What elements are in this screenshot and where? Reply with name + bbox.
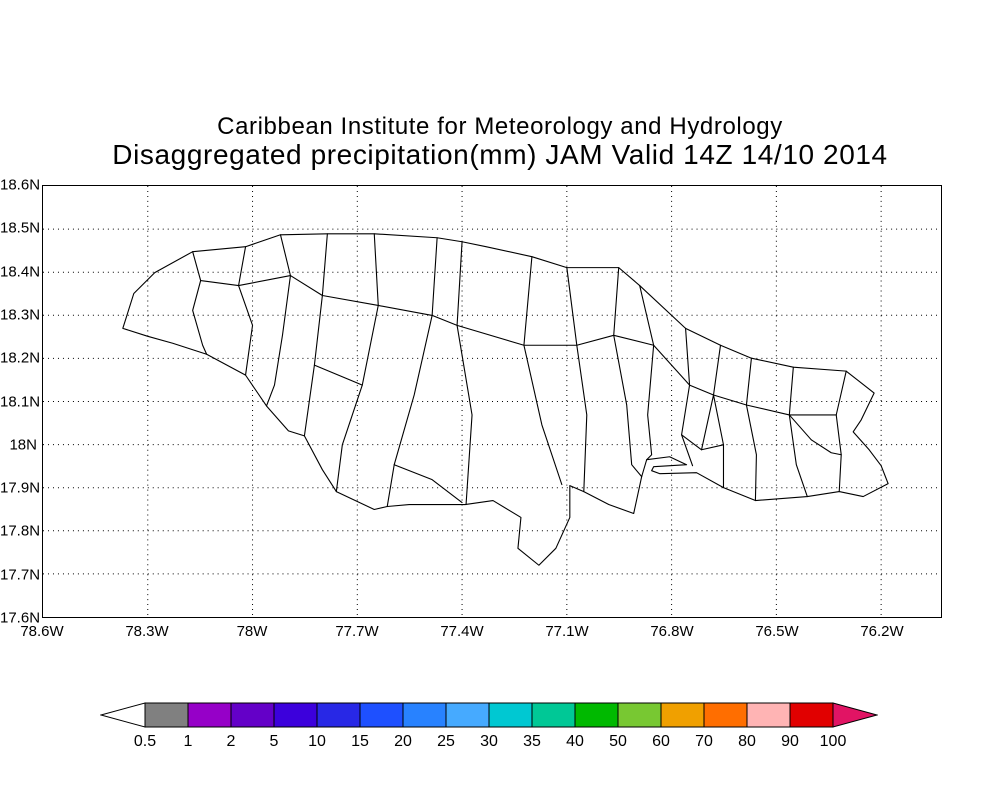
lon-tick-label: 77.7W	[335, 623, 379, 640]
colorbar-tick-label: 2	[227, 733, 236, 750]
watershed-line	[639, 284, 655, 461]
lon-tick-label: 78.6W	[20, 623, 64, 640]
lat-tick-label: 18N	[9, 436, 37, 454]
watershed-line	[393, 464, 463, 504]
watershed-boundaries	[192, 233, 847, 508]
colorbar-segment	[359, 702, 404, 728]
jamaica-coastline	[122, 233, 889, 566]
watershed-line	[566, 267, 588, 493]
colorbar-segment	[144, 702, 189, 728]
colorbar-segment	[660, 702, 705, 728]
colorbar-tick-label: 20	[394, 733, 412, 750]
colorbar-svg: 0.5 1 2 5 10 15 20 25 30 35 40 50 60 70 80 90 100	[99, 702, 879, 750]
colorbar-tick-label: 70	[695, 733, 713, 750]
lon-tick-label: 76.2W	[860, 623, 904, 640]
colorbar-tick-label: 15	[351, 733, 369, 750]
watershed-line	[523, 256, 563, 486]
watershed-line	[456, 241, 473, 506]
lat-tick-label: 17.9N	[0, 479, 41, 497]
lon-tick-label: 76.8W	[650, 623, 694, 640]
colorbar-segment	[746, 702, 791, 728]
colorbar-right-arrow	[832, 702, 879, 728]
colorbar-segment	[187, 702, 232, 728]
colorbar-tick-label: 35	[523, 733, 541, 750]
colorbar-segment	[703, 702, 748, 728]
lat-tick-label: 18.2N	[0, 349, 41, 367]
colorbar-segment	[617, 702, 662, 728]
watershed-line	[810, 439, 842, 456]
colorbar-tick-label: 10	[308, 733, 326, 750]
lon-tick-label: 78W	[236, 623, 268, 640]
watershed-line	[712, 344, 725, 489]
colorbar-tick-label: 100	[820, 733, 847, 750]
lon-tick-label: 77.1W	[545, 623, 589, 640]
watershed-line	[745, 357, 757, 502]
colorbar-segment	[402, 702, 447, 728]
colorbar-tick-label: 1	[184, 733, 193, 750]
watershed-line	[788, 414, 812, 441]
jamaica-map-svg	[43, 186, 941, 617]
colorbar-segment	[445, 702, 490, 728]
watershed-line	[700, 394, 715, 451]
watershed-line	[238, 246, 254, 376]
product-title: Disaggregated precipitation(mm) JAM Vali…	[112, 139, 888, 170]
colorbar-segment	[531, 702, 576, 728]
colorbar-tick-label: 30	[480, 733, 498, 750]
colorbar-tick-label: 5	[270, 733, 279, 750]
lat-tick-label: 18.5N	[0, 219, 41, 237]
colorbar-tick-label: 60	[652, 733, 670, 750]
watershed-line	[192, 251, 208, 355]
map-plot-area	[42, 185, 942, 618]
lon-tick-label: 78.3W	[125, 623, 169, 640]
lat-tick-label: 17.6N	[0, 609, 41, 627]
lat-tick-label: 17.7N	[0, 566, 41, 584]
lat-tick-label: 18.6N	[0, 176, 41, 194]
watershed-line	[613, 267, 643, 478]
lat-tick-label: 18.4N	[0, 263, 41, 281]
watershed-line	[681, 327, 694, 467]
colorbar-tick-label: 40	[566, 733, 584, 750]
colorbar-segment	[273, 702, 318, 728]
watershed-line	[265, 234, 291, 407]
colorbar-left-arrow	[99, 702, 146, 728]
institute-title: Caribbean Institute for Meteorology and …	[217, 113, 783, 140]
watershed-line	[386, 237, 438, 508]
lon-tick-label: 76.5W	[755, 623, 799, 640]
colorbar-segment	[316, 702, 361, 728]
colorbar-tick-label: 80	[738, 733, 756, 750]
colorbar-segment	[574, 702, 619, 728]
colorbar-segment	[488, 702, 533, 728]
colorbar-tick-label: 90	[781, 733, 799, 750]
colorbar-segment	[230, 702, 275, 728]
watershed-line	[303, 233, 328, 437]
lat-tick-label: 17.8N	[0, 522, 41, 540]
lat-tick-label: 18.1N	[0, 393, 41, 410]
lat-tick-label: 18.3N	[0, 306, 41, 324]
watershed-line	[313, 364, 363, 386]
colorbar-tick-label: 0.5	[134, 733, 156, 750]
precip-colorbar: 0.5 1 2 5 10 15 20 25 30 35 40 50 60 70 80 90 100	[99, 701, 879, 753]
watershed-line	[788, 366, 808, 498]
coastline-path	[122, 233, 889, 566]
lon-tick-label: 77.4W	[440, 623, 484, 640]
colorbar-tick-label: 25	[437, 733, 455, 750]
grid-lines	[43, 186, 941, 617]
colorbar-tick-label: 50	[609, 733, 627, 750]
colorbar-segment	[789, 702, 834, 728]
watershed-line	[835, 370, 847, 493]
watershed-line	[200, 275, 837, 416]
